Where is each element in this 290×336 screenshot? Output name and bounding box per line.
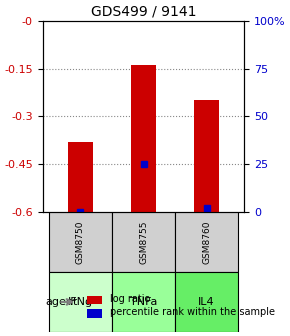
Text: GSM8760: GSM8760 bbox=[202, 220, 211, 264]
FancyBboxPatch shape bbox=[112, 212, 175, 272]
Bar bbox=[68, 142, 93, 212]
FancyBboxPatch shape bbox=[49, 272, 112, 332]
Bar bbox=[131, 66, 156, 212]
Text: TNFa: TNFa bbox=[130, 297, 157, 307]
Text: log ratio: log ratio bbox=[110, 294, 151, 304]
Title: GDS499 / 9141: GDS499 / 9141 bbox=[91, 4, 196, 18]
Text: agent: agent bbox=[46, 297, 78, 307]
FancyBboxPatch shape bbox=[49, 212, 112, 272]
Text: IL4: IL4 bbox=[198, 297, 215, 307]
Bar bbox=[194, 100, 219, 212]
FancyBboxPatch shape bbox=[175, 272, 238, 332]
Text: GSM8755: GSM8755 bbox=[139, 220, 148, 264]
FancyBboxPatch shape bbox=[112, 272, 175, 332]
Text: GSM8750: GSM8750 bbox=[76, 220, 85, 264]
Text: percentile rank within the sample: percentile rank within the sample bbox=[110, 307, 275, 318]
Text: IFNg: IFNg bbox=[68, 297, 93, 307]
FancyBboxPatch shape bbox=[175, 212, 238, 272]
